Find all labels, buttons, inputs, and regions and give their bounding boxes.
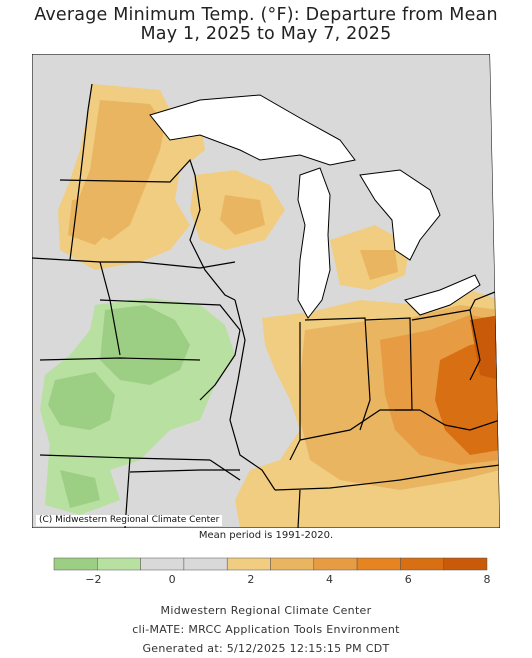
legend-tick-label: 8 xyxy=(484,573,491,586)
legend-tick-label: 0 xyxy=(169,573,176,586)
temperature-departure-map xyxy=(32,54,500,528)
warm-core-wisconsin xyxy=(220,195,265,235)
legend-swatch xyxy=(183,557,228,571)
copyright-label: (C) Midwestern Regional Climate Center xyxy=(36,515,223,526)
lake-erie xyxy=(404,274,481,316)
map-title: Average Minimum Temp. (°F): Departure fr… xyxy=(0,6,532,44)
legend-swatch xyxy=(97,557,141,571)
title-line-2: May 1, 2025 to May 7, 2025 xyxy=(140,24,392,44)
footer-tool-name: cli-MATE: MRCC Application Tools Environ… xyxy=(132,623,400,636)
legend-swatch xyxy=(400,557,444,571)
warm-core-lower-michigan xyxy=(360,250,398,280)
title-line-1: Average Minimum Temp. (°F): Departure fr… xyxy=(34,5,498,25)
lake-superior xyxy=(149,94,356,166)
cool-core-kansas xyxy=(60,470,100,508)
state-boundaries xyxy=(32,83,500,528)
footer: Midwestern Regional Climate Center cli-M… xyxy=(0,601,532,658)
warm-deepest-pennsylvania xyxy=(470,315,500,380)
legend-swatch xyxy=(313,557,358,571)
cool-core-nebraska xyxy=(48,372,115,430)
footer-generated-time: Generated at: 5/12/2025 12:15:15 PM CDT xyxy=(142,642,390,655)
color-legend: −2 0 2 4 6 8 xyxy=(53,557,491,586)
legend-tick-label: 4 xyxy=(326,573,333,586)
legend-swatch xyxy=(270,557,315,571)
legend-ticks: −2 0 2 4 6 8 xyxy=(85,573,490,586)
footer-organization: Midwestern Regional Climate Center xyxy=(160,604,372,617)
cool-core-iowa xyxy=(100,305,190,385)
lake-huron xyxy=(359,169,441,261)
mean-period-note: Mean period is 1991-2020. xyxy=(198,530,334,541)
legend-tick-label: 6 xyxy=(405,573,412,586)
lake-michigan xyxy=(297,167,331,319)
legend-swatch xyxy=(356,557,401,571)
legend-swatch xyxy=(443,557,488,571)
legend-swatch xyxy=(53,557,98,571)
legend-tick-label: 2 xyxy=(247,573,254,586)
legend-swatches xyxy=(53,557,488,571)
warm-patch-southwest-minnesota xyxy=(68,195,115,245)
legend-swatch xyxy=(140,557,185,571)
legend-swatch xyxy=(226,557,271,571)
legend-tick-label: −2 xyxy=(85,573,101,586)
